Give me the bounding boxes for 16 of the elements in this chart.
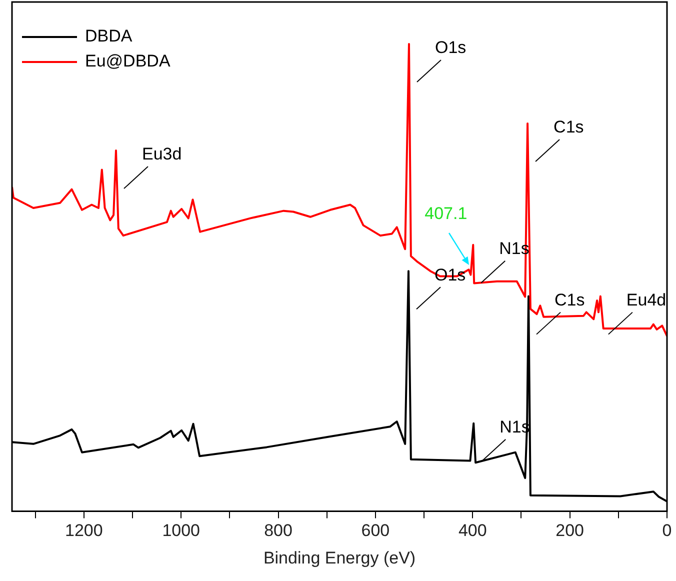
annotation: O1s [434,38,466,58]
x-tick-label: 200 [556,521,584,540]
annotation: Eu4d [626,290,666,310]
x-tick-label: 0 [662,521,672,540]
x-tick-label: 1200 [65,521,103,540]
x-tick-label: 1000 [162,521,200,540]
x-tick-label: 400 [458,521,487,540]
annotation: C1s [554,118,584,137]
legend-label: DBDA [85,26,133,46]
annotation: C1s [554,290,585,310]
annotation: Eu3d [142,144,182,164]
annotation: 407.1 [424,204,468,224]
x-tick-label: 800 [264,521,292,540]
x-axis-title: Binding Energy (eV) [263,548,416,568]
x-tick-label: 600 [361,521,390,540]
legend-label: Eu@DBDA [85,52,171,71]
